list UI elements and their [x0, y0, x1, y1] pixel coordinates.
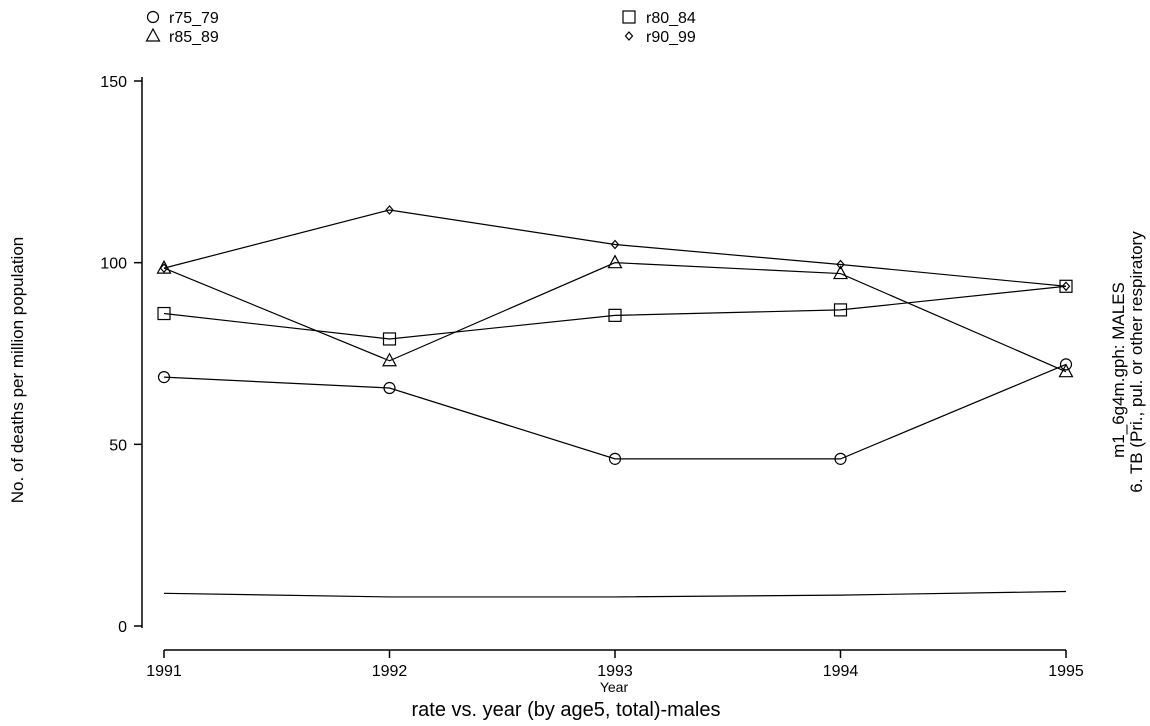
data-point-r80_84 [608, 308, 622, 322]
legend-label-r80_84: r80_84 [646, 10, 696, 27]
data-point-r75_79 [383, 381, 396, 395]
series-r80_84 [157, 279, 1073, 346]
data-point-r75_79 [157, 371, 171, 384]
data-point-r75_79 [1059, 358, 1073, 371]
y-tick-label: 100 [100, 256, 127, 273]
legend-label-r85_89: r85_89 [169, 29, 219, 46]
legend-marker-r75_79 [146, 10, 160, 24]
data-point-r90_99 [610, 239, 620, 250]
data-point-r80_84 [833, 303, 848, 317]
data-point-r80_84 [157, 306, 171, 321]
data-point-r90_99 [1061, 281, 1071, 292]
data-point-r75_79 [834, 452, 847, 465]
data-point-r90_99 [385, 205, 394, 215]
series-r75_79 [157, 358, 1073, 465]
data-point-r80_84 [382, 332, 397, 346]
series-line-r85_89 [163, 262, 1067, 373]
x-tick-label: 1994 [823, 663, 859, 680]
y-tick-label: 150 [100, 74, 127, 91]
y-tick-label: 0 [118, 619, 127, 636]
chart-title: rate vs. year (by age5, total)-males [411, 699, 720, 721]
axes [141, 77, 1066, 651]
data-point-r90_99 [159, 263, 169, 274]
x-axis-ticks: 1991 1992 1993 1994 1995 [146, 650, 1084, 680]
legend: r75_79 r80_84 r85_89 r90_99 [145, 10, 696, 46]
legend-label-r90_99: r90_99 [646, 29, 696, 46]
data-point-r75_79 [608, 452, 622, 465]
series-r90_99 [159, 205, 1071, 292]
y-axis-label: No. of deaths per million population [8, 237, 27, 504]
right-caption-line-1: m1_6g4m.gph: MALES [1109, 282, 1128, 458]
data-point-r85_89 [832, 265, 849, 280]
x-tick-label: 1992 [372, 663, 408, 680]
series-series-4 [163, 590, 1067, 598]
data-point-r85_89 [607, 254, 623, 269]
data-point-r85_89 [1058, 363, 1074, 378]
x-tick-label: 1991 [146, 663, 182, 680]
legend-marker-r85_89 [145, 27, 161, 42]
y-axis-ticks: 0 50 100 150 [100, 74, 142, 636]
y-tick-label: 50 [109, 437, 127, 454]
legend-marker-r80_84 [622, 10, 636, 24]
x-axis-label: Year [600, 679, 629, 695]
series-line-r90_99 [163, 209, 1067, 287]
legend-label-r75_79: r75_79 [169, 10, 219, 27]
legend-marker-r90_99 [624, 31, 634, 41]
series-line-r75_79 [163, 363, 1067, 460]
right-caption-line-2: 6. TB (Pri., pul. or other respiratory [1127, 231, 1146, 493]
x-tick-label: 1995 [1048, 663, 1084, 680]
series-layer [156, 205, 1074, 598]
x-tick-label: 1993 [597, 663, 633, 680]
data-point-r85_89 [381, 352, 398, 367]
series-line-series-4 [163, 590, 1067, 598]
data-point-r90_99 [836, 259, 845, 270]
